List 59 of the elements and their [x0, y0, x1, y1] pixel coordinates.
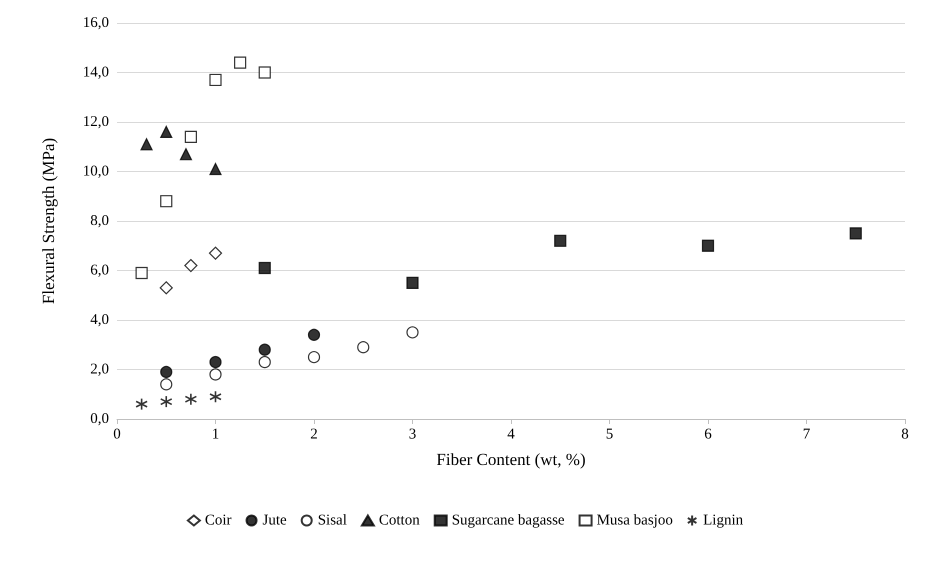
- point: [258, 356, 271, 368]
- x-tick-label: 3: [408, 426, 416, 442]
- x-tick-label: 5: [606, 426, 614, 442]
- point: [184, 130, 197, 143]
- x-tick-label: 4: [507, 426, 516, 442]
- point: [209, 356, 222, 368]
- point: [258, 66, 271, 79]
- x-tick-label: 7: [802, 426, 811, 442]
- legend-label: Sugarcane bagasse: [452, 512, 565, 528]
- point: [209, 162, 222, 176]
- point: [160, 281, 173, 294]
- point: [136, 266, 148, 280]
- x-tick-label: 0: [113, 426, 121, 442]
- y-tick-label: 4,0: [90, 312, 109, 328]
- y-tick-label: 16,0: [82, 15, 109, 31]
- point: [160, 195, 172, 208]
- legend-label: Lignin: [703, 512, 744, 528]
- legend-label: Cotton: [378, 512, 420, 528]
- point: [258, 344, 271, 356]
- x-tick-label: 8: [901, 426, 909, 442]
- legend-label: Musa basjoo: [596, 512, 673, 528]
- point: [357, 341, 370, 354]
- point: [234, 56, 246, 69]
- point: [160, 126, 172, 138]
- point: [160, 366, 172, 378]
- legend-label: Coir: [204, 512, 232, 528]
- point: [208, 246, 222, 260]
- point: [850, 227, 862, 240]
- x-tick-label: 6: [704, 426, 712, 442]
- y-tick-label: 2,0: [90, 362, 109, 378]
- point: [180, 148, 192, 160]
- legend-label: Sisal: [318, 512, 347, 528]
- legend-label: Jute: [262, 512, 288, 528]
- point: [308, 351, 320, 364]
- point: [406, 276, 419, 289]
- x-tick-label: 1: [212, 426, 220, 442]
- point: [160, 378, 172, 390]
- y-tick-label: 10,0: [82, 164, 109, 180]
- y-tick-label: 12,0: [82, 114, 109, 130]
- y-tick-label: 8,0: [90, 213, 109, 229]
- point: [258, 262, 271, 274]
- point: [406, 326, 419, 338]
- point: [184, 258, 198, 272]
- point: [160, 395, 173, 408]
- point: [209, 390, 222, 404]
- point: [554, 234, 566, 247]
- y-tick-label: 0,0: [90, 411, 109, 427]
- point: [209, 74, 222, 86]
- point: [308, 328, 320, 341]
- point: [140, 138, 153, 150]
- point: [184, 392, 198, 406]
- y-tick-label: 14,0: [82, 64, 109, 80]
- y-tick-label: 6,0: [90, 262, 109, 278]
- point: [209, 368, 222, 381]
- point: [702, 240, 714, 252]
- y-axis-title: Flexural Strength (MPa): [39, 138, 58, 304]
- x-tick-label: 2: [310, 426, 318, 442]
- x-axis-title: Fiber Content (wt, %): [436, 450, 586, 469]
- point: [135, 398, 148, 410]
